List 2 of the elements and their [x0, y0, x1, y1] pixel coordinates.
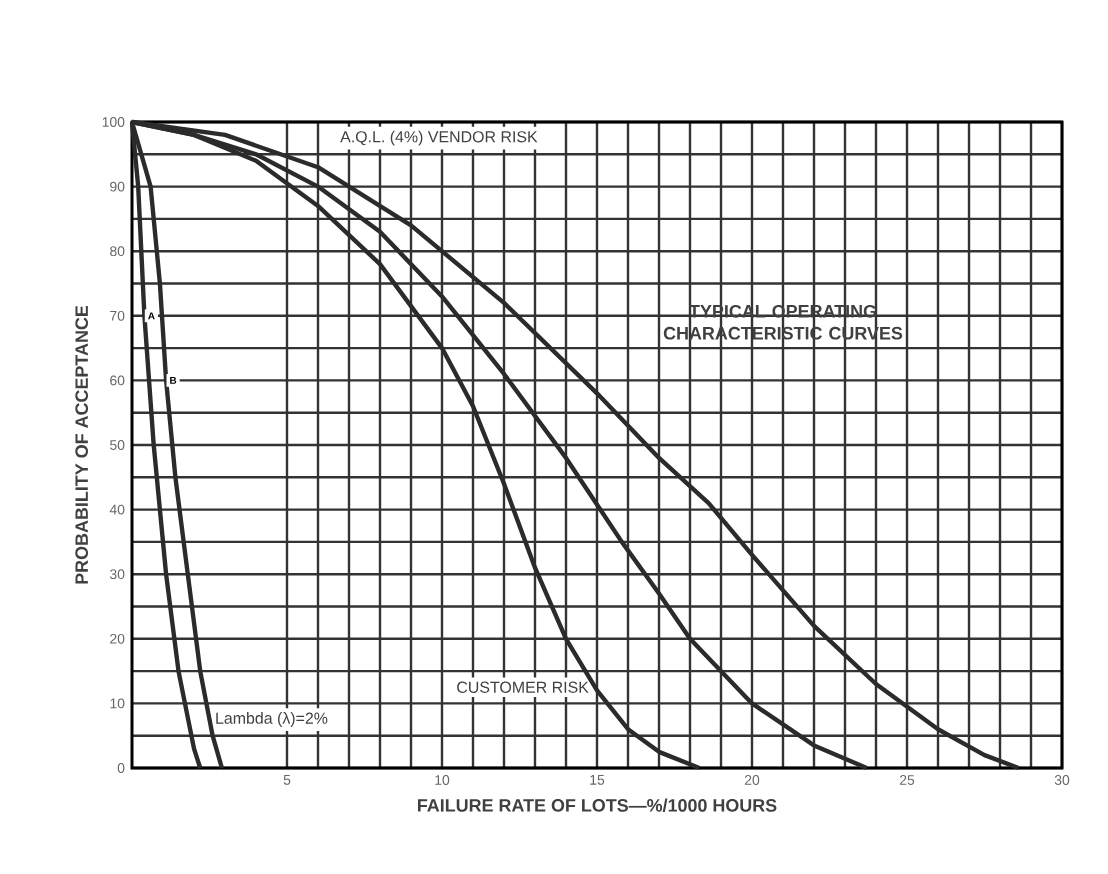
x-axis-title: FAILURE RATE OF LOTS—%/1000 HOURS: [418, 798, 777, 812]
y-axis-title: PROBABILITY OF ACCEPTANCE: [75, 305, 89, 584]
